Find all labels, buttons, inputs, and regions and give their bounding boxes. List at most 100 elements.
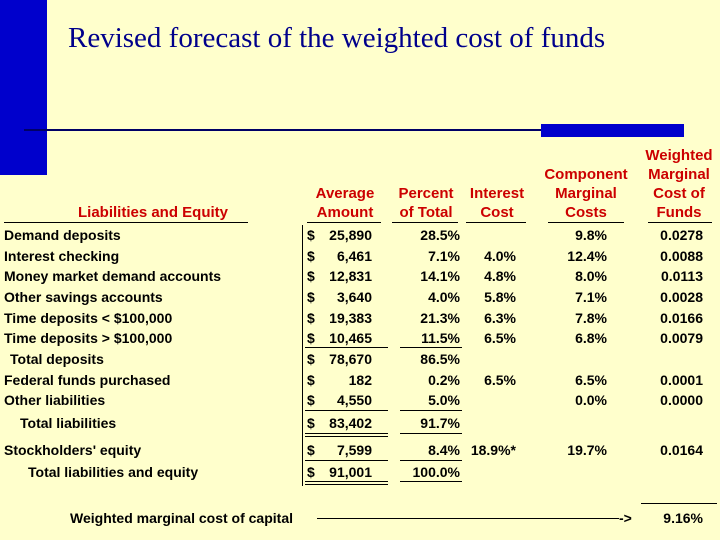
slide-title: Revised forecast of the weighted cost of… — [68, 22, 606, 54]
cell-weighted: 0.0028 — [660, 289, 703, 305]
cell-component: 6.5% — [575, 372, 607, 388]
cell-dollar: $ — [307, 310, 315, 326]
cell-component: 8.0% — [575, 268, 607, 284]
cell-dollar: $ — [307, 464, 315, 480]
cell-amount: 4,550 — [336, 392, 372, 408]
row-label: Total liabilities and equity — [28, 464, 199, 480]
header-interest-cost: Interest Cost — [469, 185, 525, 221]
subtotal-rule — [305, 347, 388, 348]
row-label: Time deposits > $100,000 — [4, 330, 173, 346]
cell-percent: 4.0% — [428, 289, 460, 305]
row-label: Demand deposits — [4, 227, 121, 243]
cell-weighted: 0.0001 — [660, 372, 703, 388]
header-underline — [648, 222, 712, 223]
header-underline — [466, 222, 526, 223]
cell-weighted: 0.0088 — [660, 248, 703, 264]
row-label: Stockholders' equity — [4, 442, 142, 458]
cell-amount: 10,465 — [329, 330, 372, 346]
grand-total-double-rule — [305, 481, 388, 482]
cell-component: 0.0% — [575, 392, 607, 408]
cell-interest: 18.9%* — [470, 442, 516, 458]
header-weighted-marginal-cost: Weighted Marginal Cost of Funds — [645, 147, 713, 221]
cell-amount: 25,890 — [329, 227, 372, 243]
cell-component: 9.8% — [575, 227, 607, 243]
cell-component: 7.1% — [575, 289, 607, 305]
cell-dollar: $ — [307, 442, 315, 458]
cell-amount: 19,383 — [329, 310, 372, 326]
subtotal-rule — [400, 347, 462, 348]
cell-weighted: 0.0164 — [660, 442, 703, 458]
header-liabilities-equity: Liabilities and Equity — [77, 204, 229, 221]
header-underline — [392, 222, 458, 223]
row-label: Total liabilities — [20, 415, 117, 431]
cell-dollar: $ — [307, 415, 315, 431]
grand-total-rule — [305, 460, 388, 461]
title-rule-block — [541, 124, 684, 137]
cell-weighted: 0.0000 — [660, 392, 703, 408]
cell-amount: 7,599 — [336, 442, 372, 458]
row-label: Interest checking — [4, 248, 120, 264]
cell-percent: 0.2% — [428, 372, 460, 388]
cell-percent: 86.5% — [420, 351, 460, 367]
cell-percent: 7.1% — [428, 248, 460, 264]
row-label: Other savings accounts — [4, 289, 163, 305]
cell-amount: 83,402 — [329, 415, 372, 431]
grand-total-double-rule — [305, 484, 388, 485]
header-underline — [4, 222, 248, 223]
cell-percent: 14.1% — [420, 268, 460, 284]
cell-dollar: $ — [307, 392, 315, 408]
amount-column-rule — [302, 225, 303, 486]
cell-dollar: $ — [307, 248, 315, 264]
cell-percent: 21.3% — [420, 310, 460, 326]
cell-interest: 6.5% — [484, 330, 516, 346]
cell-amount: 182 — [348, 372, 372, 388]
header-component-marginal-costs: Component Marginal Costs — [544, 166, 628, 221]
cell-interest: 4.8% — [484, 268, 516, 284]
total-double-rule — [305, 436, 388, 437]
cell-interest: 4.0% — [484, 248, 516, 264]
footer-leader-line — [317, 518, 619, 519]
cell-component: 19.7% — [567, 442, 607, 458]
cell-dollar: $ — [307, 227, 315, 243]
cell-percent: 91.7% — [420, 415, 460, 431]
cell-interest: 5.8% — [484, 289, 516, 305]
cell-dollar: $ — [307, 372, 315, 388]
cell-interest: 6.3% — [484, 310, 516, 326]
cell-component: 6.8% — [575, 330, 607, 346]
left-accent-bar — [0, 0, 47, 175]
cell-amount: 78,670 — [329, 351, 372, 367]
footer-label: Weighted marginal cost of capital — [70, 510, 294, 526]
row-label: Total deposits — [10, 351, 104, 367]
cell-component: 7.8% — [575, 310, 607, 326]
cell-amount: 3,640 — [336, 289, 372, 305]
cell-dollar: $ — [307, 330, 315, 346]
cell-amount: 6,461 — [336, 248, 372, 264]
cell-interest: 6.5% — [484, 372, 516, 388]
weighted-marginal-cost-value: 9.16% — [663, 510, 703, 526]
footer-arrow: -> — [619, 510, 632, 526]
cell-percent: 8.4% — [428, 442, 460, 458]
cell-amount: 91,001 — [329, 464, 372, 480]
cell-weighted: 0.0166 — [660, 310, 703, 326]
cell-percent: 11.5% — [421, 330, 460, 346]
cell-weighted: 0.0278 — [660, 227, 703, 243]
subtotal-rule — [400, 410, 462, 411]
cell-dollar: $ — [307, 268, 315, 284]
cell-dollar: $ — [307, 351, 315, 367]
cell-amount: 12,831 — [329, 268, 372, 284]
cell-percent: 5.0% — [428, 392, 460, 408]
cell-component: 12.4% — [567, 248, 607, 264]
total-double-rule — [305, 433, 388, 434]
subtotal-rule — [400, 460, 462, 461]
row-label: Money market demand accounts — [4, 268, 222, 284]
cell-weighted: 0.0079 — [660, 330, 703, 346]
header-underline — [307, 222, 381, 223]
title-rule-line — [24, 129, 542, 131]
subtotal-rule — [305, 410, 388, 411]
footer-value-rule — [641, 503, 717, 504]
cell-percent: 100.0% — [412, 464, 460, 480]
header-percent-of-total: Percent of Total — [398, 185, 454, 221]
row-label: Federal funds purchased — [4, 372, 171, 388]
cell-weighted: 0.0113 — [660, 268, 703, 284]
grand-total-rule — [400, 481, 462, 482]
